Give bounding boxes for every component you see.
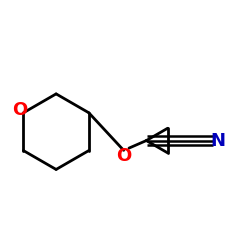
Text: N: N (211, 132, 226, 150)
Text: O: O (116, 147, 131, 165)
Text: O: O (12, 101, 28, 119)
